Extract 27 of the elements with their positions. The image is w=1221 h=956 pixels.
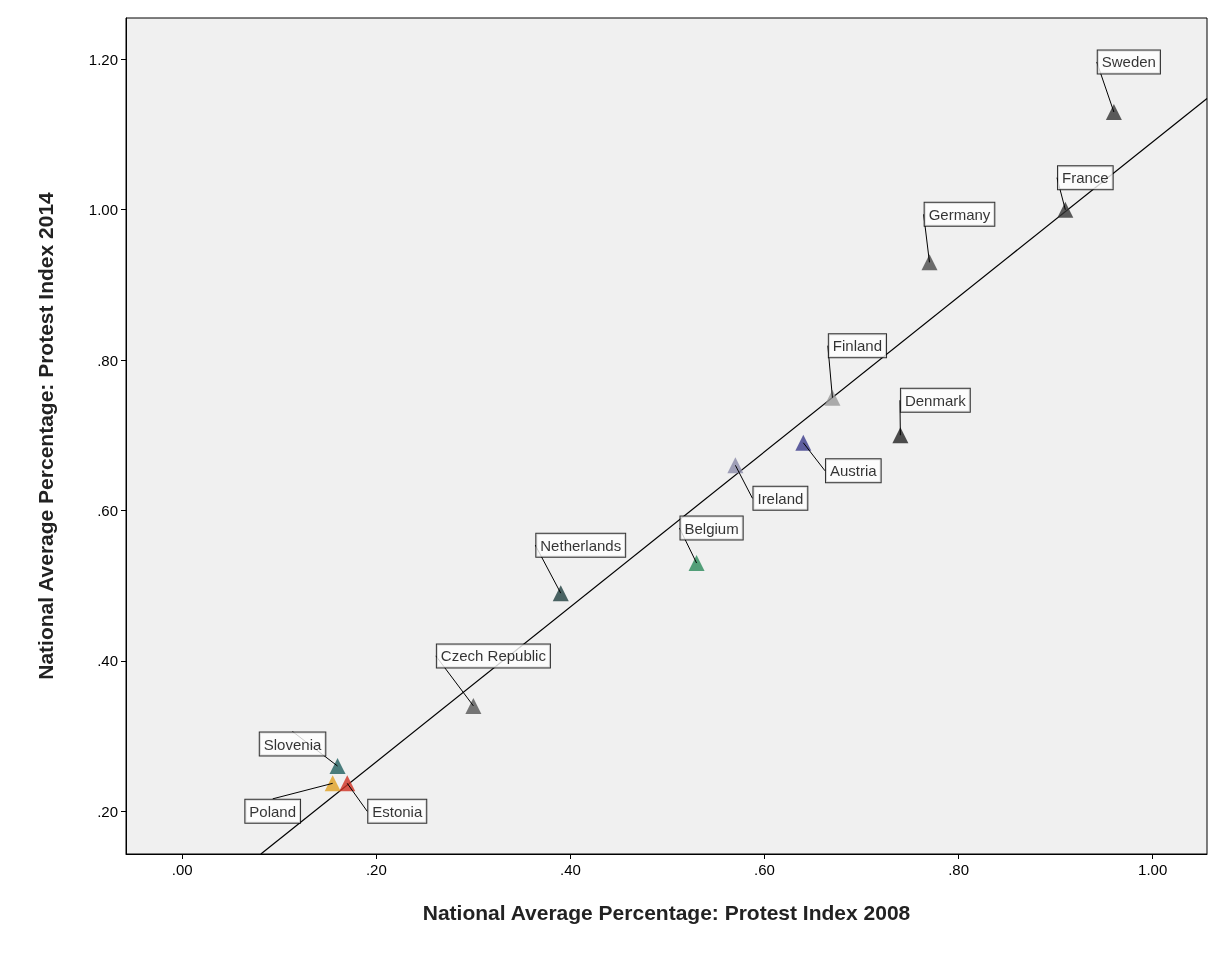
x-tick-label: .40 [560,861,581,878]
annotation: Sweden [1101,53,1156,71]
y-tick-label: .20 [97,802,118,820]
x-tick-label: 1.00 [1138,861,1168,878]
annotation: France [1061,169,1109,187]
x-axis-title: National Average Percentage: Protest Index 2008 [422,901,911,924]
annotation: Finland [832,337,883,355]
annotation: Estonia [372,802,423,820]
y-tick-label: 1.20 [88,50,118,68]
y-tick-label: 1.00 [88,201,118,219]
x-tick-label: .00 [171,861,193,878]
y-axis-title: National Average Percentage: Protest Index 2014 [34,191,57,680]
annotation: Belgium [684,519,739,537]
annotation: Germany [928,205,991,223]
annotation: Ireland [757,489,804,507]
x-tick-label: .60 [754,861,775,878]
annotation: Slovenia [263,735,322,753]
y-tick-label: .80 [97,351,118,369]
annotation: Austria [829,462,878,480]
y-tick-label: .40 [97,652,118,670]
x-tick-label: .20 [365,861,387,878]
annotation: Poland [249,802,297,820]
annotation: Czech Republic [440,647,547,665]
annotation: Netherlands [540,536,622,554]
annotation: Denmark [904,391,967,409]
y-tick-label: .60 [97,501,118,519]
x-tick-label: .80 [948,861,970,878]
